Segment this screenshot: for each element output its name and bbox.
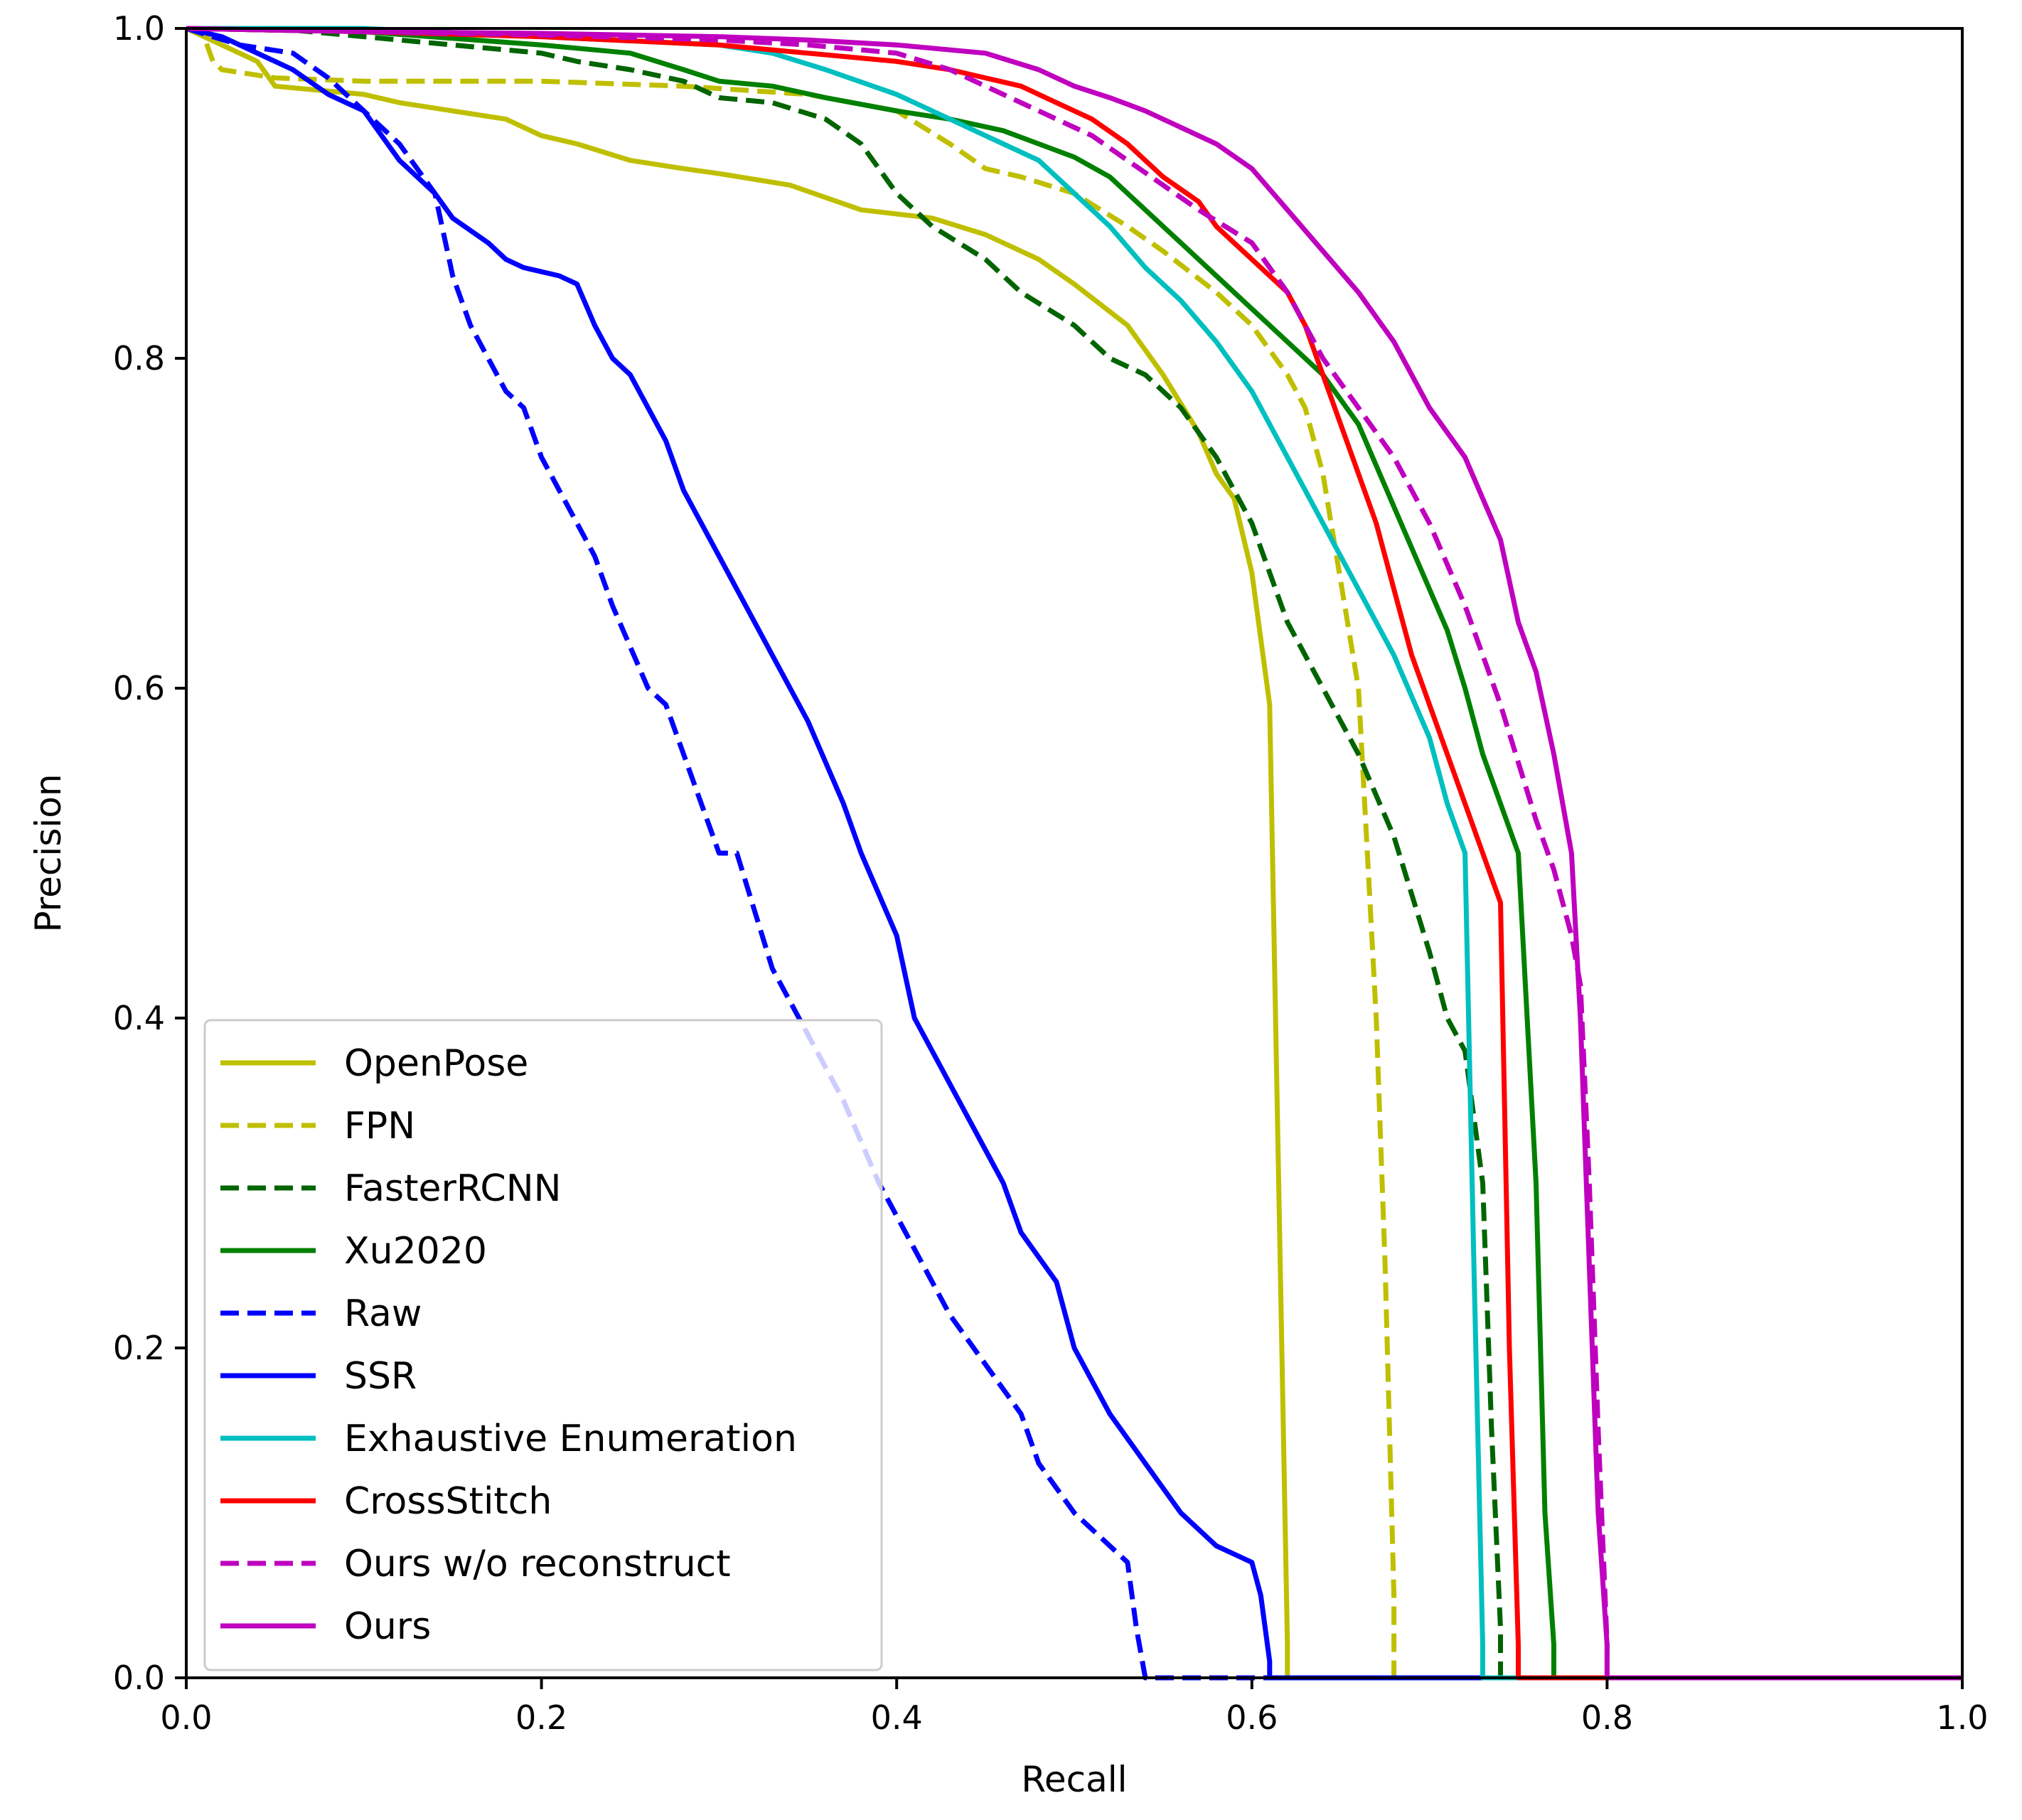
y-tick-label: 0.6	[113, 669, 165, 707]
legend-label-exhaustive-enumeration: Exhaustive Enumeration	[344, 1418, 797, 1460]
x-tick-label: 0.6	[1226, 1698, 1278, 1737]
series-line-fasterrcnn	[186, 26, 1962, 1681]
legend-label-xu2020: Xu2020	[344, 1230, 487, 1273]
series-line-xu2020	[186, 26, 1962, 1681]
legend-label-ours: Ours	[344, 1605, 431, 1648]
legend-label-ours-w-o-reconstruct: Ours w/o reconstruct	[344, 1543, 731, 1585]
x-tick-label: 0.8	[1581, 1698, 1633, 1737]
axis-ticks: 0.0 0.2 0.4 0.6 0.8 1.0 0.0 0.2 0.4 0.6 0.8 1.0	[113, 9, 1989, 1737]
legend-label-fasterrcnn: FasterRCNN	[344, 1167, 562, 1210]
legend: OpenPose FPN FasterRCNN Xu2020 Raw SSR Exhaust…	[203, 1019, 883, 1671]
y-tick-label: 0.8	[113, 339, 165, 378]
y-tick-label: 1.0	[113, 9, 165, 48]
legend-box	[203, 1019, 883, 1671]
legend-label-openpose: OpenPose	[344, 1042, 528, 1085]
x-tick-label: 0.4	[871, 1698, 923, 1737]
legend-label-fpn: FPN	[344, 1105, 415, 1147]
plot-area-frame	[185, 27, 1964, 1679]
series-line-exhaustive-enumeration	[186, 26, 1962, 1681]
y-tick-label: 0.4	[113, 999, 165, 1037]
x-tick-label: 1.0	[1936, 1698, 1988, 1737]
x-tick-label: 0.0	[160, 1698, 212, 1737]
y-axis-label: Precision	[28, 774, 69, 932]
y-tick-label: 0.2	[113, 1329, 165, 1367]
series-line-ssr	[186, 26, 1962, 1681]
series-layer	[185, 26, 1962, 1681]
x-tick-label: 0.2	[515, 1698, 567, 1737]
series-line-ours	[186, 26, 1962, 1681]
legend-label-raw: Raw	[344, 1292, 422, 1335]
x-axis-label: Recall	[1021, 1759, 1127, 1800]
series-line-fpn	[185, 26, 1962, 1681]
legend-label-ssr: SSR	[344, 1355, 417, 1398]
series-line-openpose	[185, 26, 1962, 1681]
y-tick-label: 0.0	[113, 1659, 165, 1697]
legend-label-crossstitch: CrossStitch	[344, 1480, 552, 1523]
